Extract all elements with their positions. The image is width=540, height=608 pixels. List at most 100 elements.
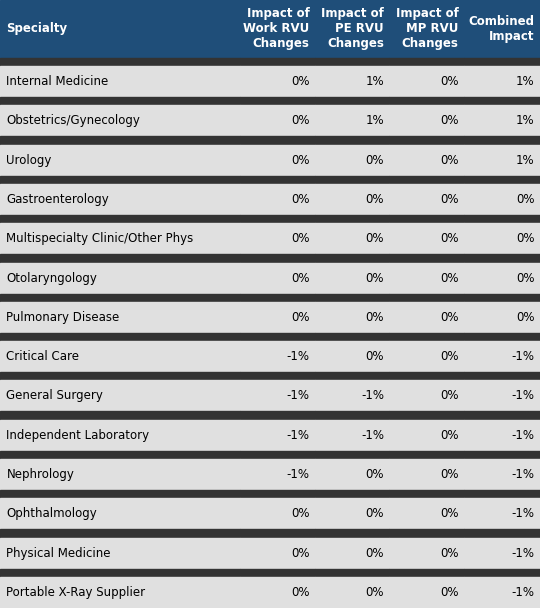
Bar xyxy=(240,577,315,608)
Bar xyxy=(315,537,389,568)
Bar xyxy=(389,568,464,577)
Bar xyxy=(0,254,240,263)
Text: General Surgery: General Surgery xyxy=(6,390,103,402)
Text: Nephrology: Nephrology xyxy=(6,468,75,481)
Text: 1%: 1% xyxy=(516,154,535,167)
Text: 0%: 0% xyxy=(291,232,309,245)
Text: Internal Medicine: Internal Medicine xyxy=(6,75,109,88)
Bar xyxy=(389,0,464,58)
Bar xyxy=(315,58,389,66)
Bar xyxy=(389,302,464,333)
Text: 0%: 0% xyxy=(440,154,458,167)
Bar xyxy=(240,105,315,136)
Text: 0%: 0% xyxy=(440,114,458,127)
Bar xyxy=(240,302,315,333)
Text: -1%: -1% xyxy=(286,468,309,481)
Bar xyxy=(464,145,540,176)
Bar xyxy=(464,577,540,608)
Bar xyxy=(464,254,540,263)
Bar xyxy=(389,499,464,530)
Bar xyxy=(464,459,540,490)
Bar xyxy=(0,577,240,608)
Bar xyxy=(0,184,240,215)
Text: Otolaryngology: Otolaryngology xyxy=(6,272,97,285)
Bar xyxy=(315,66,389,97)
Bar xyxy=(240,97,315,105)
Text: Critical Care: Critical Care xyxy=(6,350,79,363)
Bar xyxy=(240,372,315,381)
Text: 0%: 0% xyxy=(366,232,384,245)
Bar xyxy=(0,412,240,420)
Text: -1%: -1% xyxy=(511,390,535,402)
Bar xyxy=(389,530,464,537)
Text: 0%: 0% xyxy=(366,586,384,599)
Bar xyxy=(389,459,464,490)
Bar xyxy=(0,294,240,302)
Text: Urology: Urology xyxy=(6,154,52,167)
Text: Physical Medicine: Physical Medicine xyxy=(6,547,111,560)
Bar xyxy=(464,420,540,451)
Text: 1%: 1% xyxy=(516,75,535,88)
Bar xyxy=(315,451,389,459)
Text: 0%: 0% xyxy=(291,75,309,88)
Bar xyxy=(240,568,315,577)
Text: 0%: 0% xyxy=(366,547,384,560)
Bar xyxy=(240,530,315,537)
Text: 0%: 0% xyxy=(291,507,309,520)
Text: 0%: 0% xyxy=(440,429,458,442)
Bar xyxy=(0,381,240,412)
Bar xyxy=(240,136,315,145)
Bar xyxy=(464,0,540,58)
Bar xyxy=(389,333,464,341)
Bar xyxy=(389,223,464,254)
Bar xyxy=(0,302,240,333)
Bar xyxy=(315,215,389,223)
Bar xyxy=(240,341,315,372)
Bar xyxy=(389,105,464,136)
Bar xyxy=(315,254,389,263)
Bar xyxy=(315,294,389,302)
Bar xyxy=(389,184,464,215)
Bar xyxy=(464,66,540,97)
Bar xyxy=(240,254,315,263)
Bar xyxy=(464,58,540,66)
Bar xyxy=(464,294,540,302)
Bar xyxy=(240,66,315,97)
Bar xyxy=(0,176,240,184)
Bar xyxy=(464,568,540,577)
Bar xyxy=(315,145,389,176)
Bar xyxy=(240,412,315,420)
Text: 0%: 0% xyxy=(366,350,384,363)
Bar xyxy=(315,333,389,341)
Bar xyxy=(315,0,389,58)
Text: Independent Laboratory: Independent Laboratory xyxy=(6,429,150,442)
Text: 0%: 0% xyxy=(366,507,384,520)
Text: -1%: -1% xyxy=(286,429,309,442)
Text: Impact of
MP RVU
Changes: Impact of MP RVU Changes xyxy=(396,7,458,50)
Bar xyxy=(464,530,540,537)
Bar xyxy=(0,459,240,490)
Bar xyxy=(315,577,389,608)
Bar xyxy=(315,459,389,490)
Bar xyxy=(315,568,389,577)
Text: 1%: 1% xyxy=(516,114,535,127)
Bar xyxy=(389,372,464,381)
Bar xyxy=(0,530,240,537)
Bar xyxy=(0,341,240,372)
Bar xyxy=(464,223,540,254)
Bar xyxy=(389,215,464,223)
Text: -1%: -1% xyxy=(286,350,309,363)
Bar xyxy=(389,451,464,459)
Bar xyxy=(464,136,540,145)
Text: Portable X-Ray Supplier: Portable X-Ray Supplier xyxy=(6,586,146,599)
Bar xyxy=(0,568,240,577)
Text: 0%: 0% xyxy=(366,154,384,167)
Text: -1%: -1% xyxy=(511,507,535,520)
Text: 0%: 0% xyxy=(440,350,458,363)
Bar xyxy=(315,105,389,136)
Text: 0%: 0% xyxy=(516,193,535,206)
Bar xyxy=(240,381,315,412)
Text: 0%: 0% xyxy=(291,311,309,324)
Bar xyxy=(389,66,464,97)
Bar xyxy=(389,381,464,412)
